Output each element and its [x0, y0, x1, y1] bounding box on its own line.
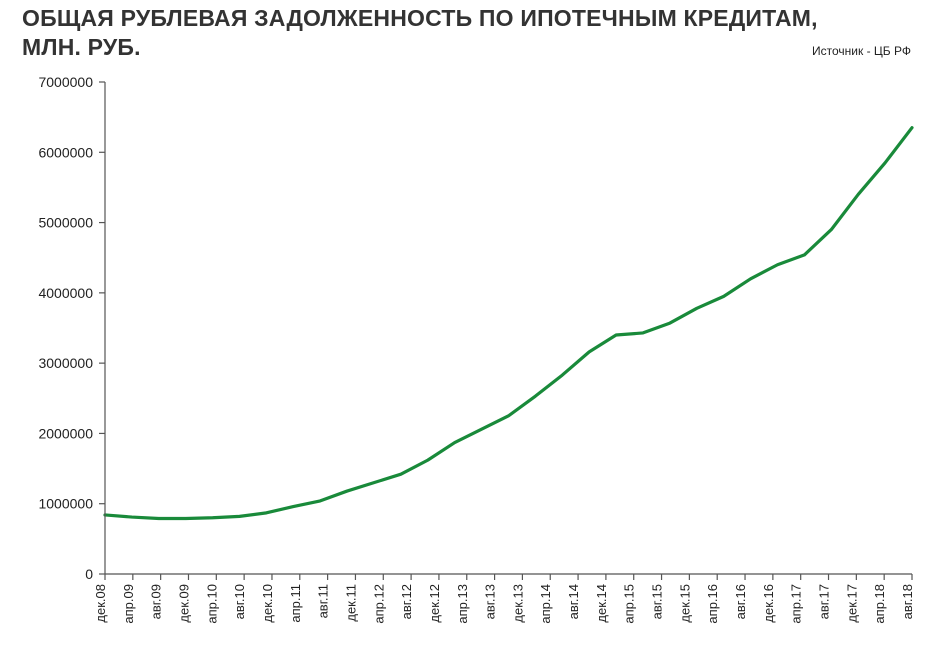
svg-text:дек.13: дек.13 — [510, 584, 525, 623]
svg-text:дек.17: дек.17 — [844, 584, 859, 623]
svg-text:авг.10: авг.10 — [232, 584, 247, 619]
svg-text:авг.18: авг.18 — [900, 584, 915, 619]
svg-text:дек.09: дек.09 — [176, 584, 191, 623]
svg-text:апр.11: апр.11 — [288, 584, 303, 623]
svg-text:апр.18: апр.18 — [872, 584, 887, 624]
svg-text:авг.13: авг.13 — [483, 584, 498, 619]
svg-text:7000000: 7000000 — [38, 74, 93, 90]
svg-text:авг.14: авг.14 — [566, 584, 581, 619]
svg-text:дек.16: дек.16 — [761, 584, 776, 623]
svg-text:апр.17: апр.17 — [789, 584, 804, 624]
svg-text:апр.09: апр.09 — [121, 584, 136, 624]
svg-text:апр.12: апр.12 — [371, 584, 386, 624]
svg-text:дек.12: дек.12 — [427, 584, 442, 623]
svg-text:дек.11: дек.11 — [343, 584, 358, 622]
svg-text:3000000: 3000000 — [38, 355, 93, 371]
svg-text:дек.14: дек.14 — [594, 584, 609, 623]
svg-text:0: 0 — [85, 566, 93, 582]
svg-text:авг.15: авг.15 — [650, 584, 665, 619]
svg-text:апр.10: апр.10 — [204, 584, 219, 624]
chart-container: ОБЩАЯ РУБЛЕВАЯ ЗАДОЛЖЕННОСТЬ ПО ИПОТЕЧНЫ… — [0, 0, 933, 668]
svg-text:дек.08: дек.08 — [93, 584, 108, 623]
svg-text:апр.15: апр.15 — [622, 584, 637, 624]
svg-text:дек.15: дек.15 — [677, 584, 692, 623]
svg-text:авг.09: авг.09 — [149, 584, 164, 619]
svg-text:6000000: 6000000 — [38, 144, 93, 160]
svg-text:5000000: 5000000 — [38, 215, 93, 231]
svg-text:апр.14: апр.14 — [538, 584, 553, 624]
svg-text:4000000: 4000000 — [38, 285, 93, 301]
line-chart: 0 1000000 2000000 3000000 4000000 5000000 6000… — [0, 0, 933, 668]
svg-text:авг.16: авг.16 — [733, 584, 748, 619]
svg-text:2000000: 2000000 — [38, 425, 93, 441]
svg-text:дек.10: дек.10 — [260, 584, 275, 623]
svg-text:апр.16: апр.16 — [705, 584, 720, 624]
svg-text:авг.12: авг.12 — [399, 584, 414, 619]
svg-text:авг.17: авг.17 — [817, 584, 832, 619]
svg-text:апр.13: апр.13 — [455, 584, 470, 624]
svg-text:1000000: 1000000 — [38, 496, 93, 512]
svg-text:авг.11: авг.11 — [316, 584, 331, 618]
